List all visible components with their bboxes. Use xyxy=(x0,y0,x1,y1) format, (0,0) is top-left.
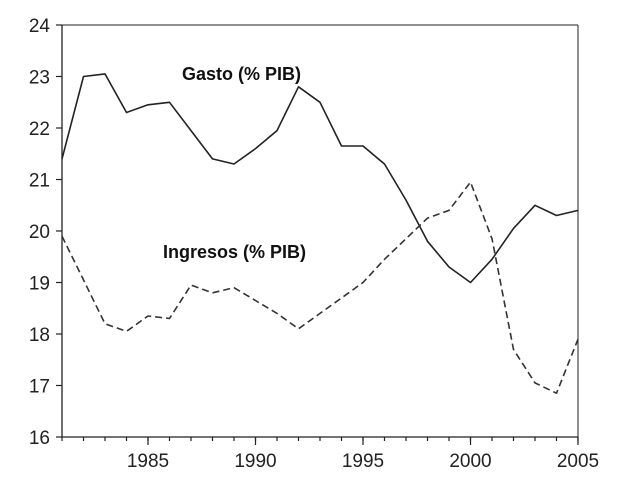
y-tick-label: 16 xyxy=(29,428,50,449)
series-label-gasto: Gasto (% PIB) xyxy=(182,64,301,84)
y-tick-label: 23 xyxy=(29,68,50,89)
y-tick-label: 19 xyxy=(29,274,50,295)
y-tick-label: 22 xyxy=(29,119,50,140)
x-tick-label: 2000 xyxy=(449,451,491,472)
y-tick-label: 20 xyxy=(29,222,50,243)
x-tick-label: 2005 xyxy=(557,451,599,472)
y-axis-ticks: 16 17 18 19 20 21 22 23 24 xyxy=(29,16,62,449)
y-tick-label: 21 xyxy=(29,171,50,192)
plot-frame xyxy=(61,24,579,438)
series-lines xyxy=(61,73,579,395)
y-tick-label: 18 xyxy=(29,325,50,346)
series-line-ingresos xyxy=(61,181,579,395)
series-label-ingresos: Ingresos (% PIB) xyxy=(163,242,306,262)
y-tick-label: 17 xyxy=(29,377,50,398)
series-line-gasto xyxy=(61,73,579,284)
x-tick-label: 1995 xyxy=(342,451,384,472)
x-tick-label: 1985 xyxy=(127,451,169,472)
x-axis-ticks: 1985 1990 1995 2000 2005 xyxy=(61,437,599,472)
y-tick-label: 24 xyxy=(29,16,51,37)
x-tick-label: 1990 xyxy=(234,451,276,472)
